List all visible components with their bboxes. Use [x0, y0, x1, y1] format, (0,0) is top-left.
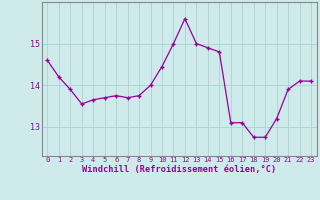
- X-axis label: Windchill (Refroidissement éolien,°C): Windchill (Refroidissement éolien,°C): [82, 165, 276, 174]
